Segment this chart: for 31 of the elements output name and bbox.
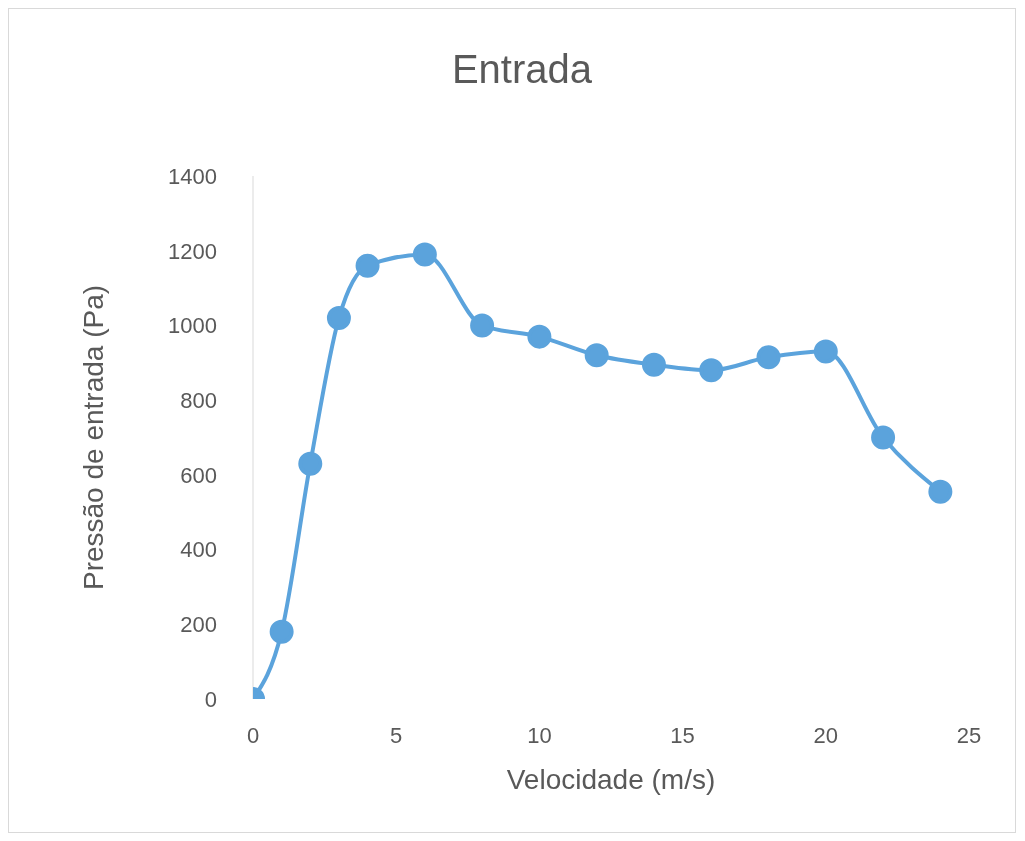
point bbox=[928, 479, 953, 504]
point bbox=[756, 345, 781, 370]
point bbox=[641, 352, 666, 377]
y-tick-label: 1000 bbox=[168, 313, 217, 339]
point bbox=[355, 253, 380, 278]
y-tick-label: 400 bbox=[180, 537, 217, 563]
point bbox=[813, 339, 838, 364]
y-tick-label: 200 bbox=[180, 612, 217, 638]
y-tick-label: 600 bbox=[180, 462, 217, 488]
point bbox=[527, 324, 552, 349]
y-tick-label: 0 bbox=[204, 686, 217, 712]
point bbox=[326, 305, 351, 330]
point bbox=[871, 425, 896, 450]
x-axis-title: Velocidade (m/s) bbox=[506, 764, 716, 795]
point bbox=[470, 313, 495, 338]
y-tick-label: 1200 bbox=[168, 238, 217, 264]
x-tick-label: 25 bbox=[956, 722, 982, 748]
y-tick-label: 1400 bbox=[168, 163, 217, 189]
y-axis-title: Pressão de entrada (Pa) bbox=[77, 284, 109, 591]
point bbox=[412, 242, 437, 267]
x-tick-label: 15 bbox=[670, 722, 695, 748]
point bbox=[699, 358, 724, 383]
x-tick-label: 20 bbox=[813, 722, 839, 748]
chart-title: Entrada bbox=[450, 45, 594, 93]
y-tick-label: 800 bbox=[180, 387, 217, 413]
x-tick-label: 0 bbox=[246, 722, 260, 748]
point bbox=[584, 343, 609, 368]
x-tick-label: 10 bbox=[527, 722, 552, 748]
x-tick-label: 5 bbox=[390, 722, 403, 748]
point bbox=[298, 451, 323, 476]
point bbox=[269, 619, 294, 644]
